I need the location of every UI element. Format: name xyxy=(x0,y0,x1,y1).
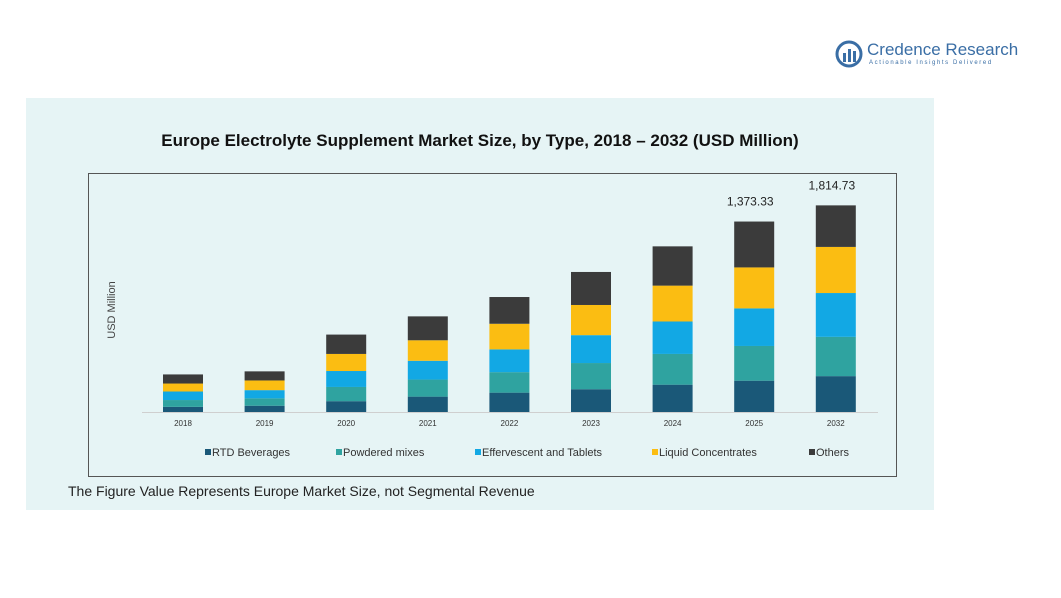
bar-2021-powdered-mixes xyxy=(407,379,448,397)
bar-2024-rtd-beverages xyxy=(652,384,693,412)
bar-2032-others xyxy=(815,205,856,247)
brand-name: Credence Research xyxy=(867,40,1019,59)
bar-2023-effervescent-and-tablets xyxy=(571,335,611,364)
legend-label-0: RTD Beverages xyxy=(212,447,291,459)
x-tick-label-2022: 2022 xyxy=(501,419,519,428)
footnote: The Figure Value Represents Europe Marke… xyxy=(68,483,535,499)
bar-2023-liquid-concentrates xyxy=(571,304,611,336)
bar-2024-effervescent-and-tablets xyxy=(652,321,693,354)
bar-2023-rtd-beverages xyxy=(571,389,611,412)
legend-swatch-2 xyxy=(475,449,481,455)
chart-frame xyxy=(88,173,897,477)
bar-2020-rtd-beverages xyxy=(326,401,367,412)
legend-swatch-4 xyxy=(809,449,815,455)
bar-2021-effervescent-and-tablets xyxy=(407,360,448,380)
bar-2032-rtd-beverages xyxy=(815,376,856,412)
legend-label-4: Others xyxy=(816,447,850,459)
bar-2025-powdered-mixes xyxy=(734,345,775,381)
bar-2022-rtd-beverages xyxy=(489,392,530,412)
bar-2025-effervescent-and-tablets xyxy=(734,308,775,346)
bar-2032-powdered-mixes xyxy=(815,336,856,377)
bar-2032-liquid-concentrates xyxy=(815,246,856,294)
x-tick-label-2021: 2021 xyxy=(419,419,437,428)
bar-2022-effervescent-and-tablets xyxy=(489,349,530,373)
brand-logo: Credence Research Actionable Insights De… xyxy=(835,38,1019,74)
legend-swatch-1 xyxy=(336,449,342,455)
bar-2021-rtd-beverages xyxy=(407,396,448,412)
x-tick-label-2032: 2032 xyxy=(827,419,845,428)
data-label-2032: 1,814.73 xyxy=(808,178,855,192)
bar-2025-others xyxy=(734,221,775,268)
bar-2019-powdered-mixes xyxy=(244,398,285,406)
bar-2025-liquid-concentrates xyxy=(734,267,775,309)
data-label-2025: 1,373.33 xyxy=(727,195,774,209)
x-tick-label-2025: 2025 xyxy=(745,419,763,428)
x-tick-label-2023: 2023 xyxy=(582,419,600,428)
bar-2024-others xyxy=(652,246,693,286)
y-axis-label: USD Million xyxy=(106,281,118,338)
bar-2018-powdered-mixes xyxy=(163,400,203,407)
legend-swatch-3 xyxy=(652,449,658,455)
bar-2020-others xyxy=(326,334,367,354)
bar-2019-effervescent-and-tablets xyxy=(244,390,285,399)
bar-2023-powdered-mixes xyxy=(571,363,611,390)
bar-2021-liquid-concentrates xyxy=(407,340,448,361)
bar-2021-others xyxy=(407,316,448,341)
chart-panel xyxy=(26,98,934,510)
bar-2018-effervescent-and-tablets xyxy=(163,391,203,401)
bar-2018-liquid-concentrates xyxy=(163,383,203,392)
legend-label-1: Powdered mixes xyxy=(343,447,425,459)
bar-2020-liquid-concentrates xyxy=(326,353,367,372)
bar-2025-rtd-beverages xyxy=(734,380,775,412)
bar-2024-powdered-mixes xyxy=(652,353,693,385)
bar-2020-powdered-mixes xyxy=(326,386,367,402)
bar-2022-liquid-concentrates xyxy=(489,323,530,350)
bar-2018-others xyxy=(163,374,203,384)
legend-label-2: Effervescent and Tablets xyxy=(482,447,603,459)
brand-tagline: Actionable Insights Delivered xyxy=(869,60,993,66)
legend-label-3: Liquid Concentrates xyxy=(659,447,757,459)
chart-title: Europe Electrolyte Supplement Market Siz… xyxy=(161,131,799,150)
bar-2032-effervescent-and-tablets xyxy=(815,293,856,337)
bar-2022-powdered-mixes xyxy=(489,372,530,393)
x-tick-label-2018: 2018 xyxy=(174,419,192,428)
bar-2023-others xyxy=(571,271,611,305)
bar-2024-liquid-concentrates xyxy=(652,285,693,322)
credence-logo-icon xyxy=(835,40,863,68)
bar-2019-rtd-beverages xyxy=(244,405,285,412)
bar-2019-liquid-concentrates xyxy=(244,380,285,391)
x-tick-label-2024: 2024 xyxy=(664,419,682,428)
bar-2018-rtd-beverages xyxy=(163,406,203,412)
bar-2020-effervescent-and-tablets xyxy=(326,371,367,387)
bar-2022-others xyxy=(489,297,530,324)
x-tick-label-2019: 2019 xyxy=(256,419,274,428)
bar-2019-others xyxy=(244,371,285,381)
x-tick-label-2020: 2020 xyxy=(337,419,355,428)
legend-swatch-0 xyxy=(205,449,211,455)
